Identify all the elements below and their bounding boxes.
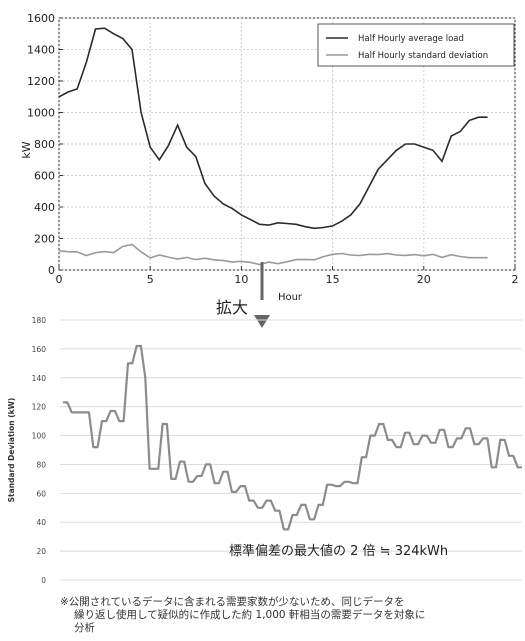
zoom-arrow-head [254, 315, 270, 328]
y-tick-label: 600 [34, 170, 55, 183]
footnote-line-3: 分析 [74, 622, 95, 634]
standard-deviation-chart: 0 20 40 60 80 100 120 140 160 180 Standard Deviati… [7, 315, 522, 585]
x-tick-label: 2 [512, 273, 519, 286]
x-tick-label: 0 [56, 273, 63, 286]
y-tick-label: 0 [48, 264, 55, 277]
x-axis-label: Hour [278, 292, 303, 300]
y-tick-label: 100 [32, 432, 47, 441]
y-tick-label: 40 [36, 518, 46, 527]
y-tick-label: 1200 [27, 75, 55, 88]
footnote: ※公開されているデータに含まれる需要家数が少ないため、同じデータを 繰り返し使用… [60, 596, 525, 635]
y-tick-label: 80 [36, 460, 46, 469]
legend-label-2: Half Hourly standard deviation [358, 51, 488, 61]
legend-box [317, 23, 515, 67]
y-tick-label: 1000 [27, 107, 55, 120]
x-tick-label: 5 [147, 273, 154, 286]
annotation-label: 標準偏差の最大値の 2 倍 ≒ 324kWh [229, 543, 448, 559]
y-tick-label: 120 [32, 403, 47, 412]
y-tick-label: 160 [32, 345, 47, 354]
average-load-chart: 0 200 400 600 800 1000 1200 1400 1600 0 5 10 15 20 2 Ho… [20, 12, 519, 300]
footnote-line-1: ※公開されているデータに含まれる需要家数が少ないため、同じデータを [60, 596, 405, 608]
y-tick-label: 400 [34, 201, 55, 214]
series-line-std [63, 344, 522, 531]
y-axis-label: Standard Deviation (kW) [7, 398, 16, 503]
y-tick-label: 1600 [27, 12, 55, 25]
series-line-1 [58, 27, 488, 230]
y-tick-label: 20 [36, 547, 46, 556]
x-tick-label: 15 [326, 273, 340, 286]
x-tick-label: 10 [234, 273, 248, 286]
x-tick-label: 20 [417, 273, 431, 286]
y-tick-label: 800 [34, 138, 55, 151]
y-axis-label: kW [20, 141, 33, 158]
y-tick-label: 180 [32, 316, 47, 325]
zoom-label: 拡大 [216, 298, 249, 317]
y-tick-label: 200 [34, 233, 55, 246]
series-line-2 [58, 243, 488, 266]
y-tick-label: 60 [36, 489, 46, 498]
y-tick-label: 1400 [27, 44, 55, 57]
y-tick-label: 140 [32, 374, 47, 383]
footnote-line-2: 繰り返し使用して疑似的に作成した約 1,000 軒相当の需要データを対象に [74, 609, 426, 621]
legend-label-1: Half Hourly average load [358, 34, 464, 44]
y-tick-label: 0 [41, 576, 46, 585]
